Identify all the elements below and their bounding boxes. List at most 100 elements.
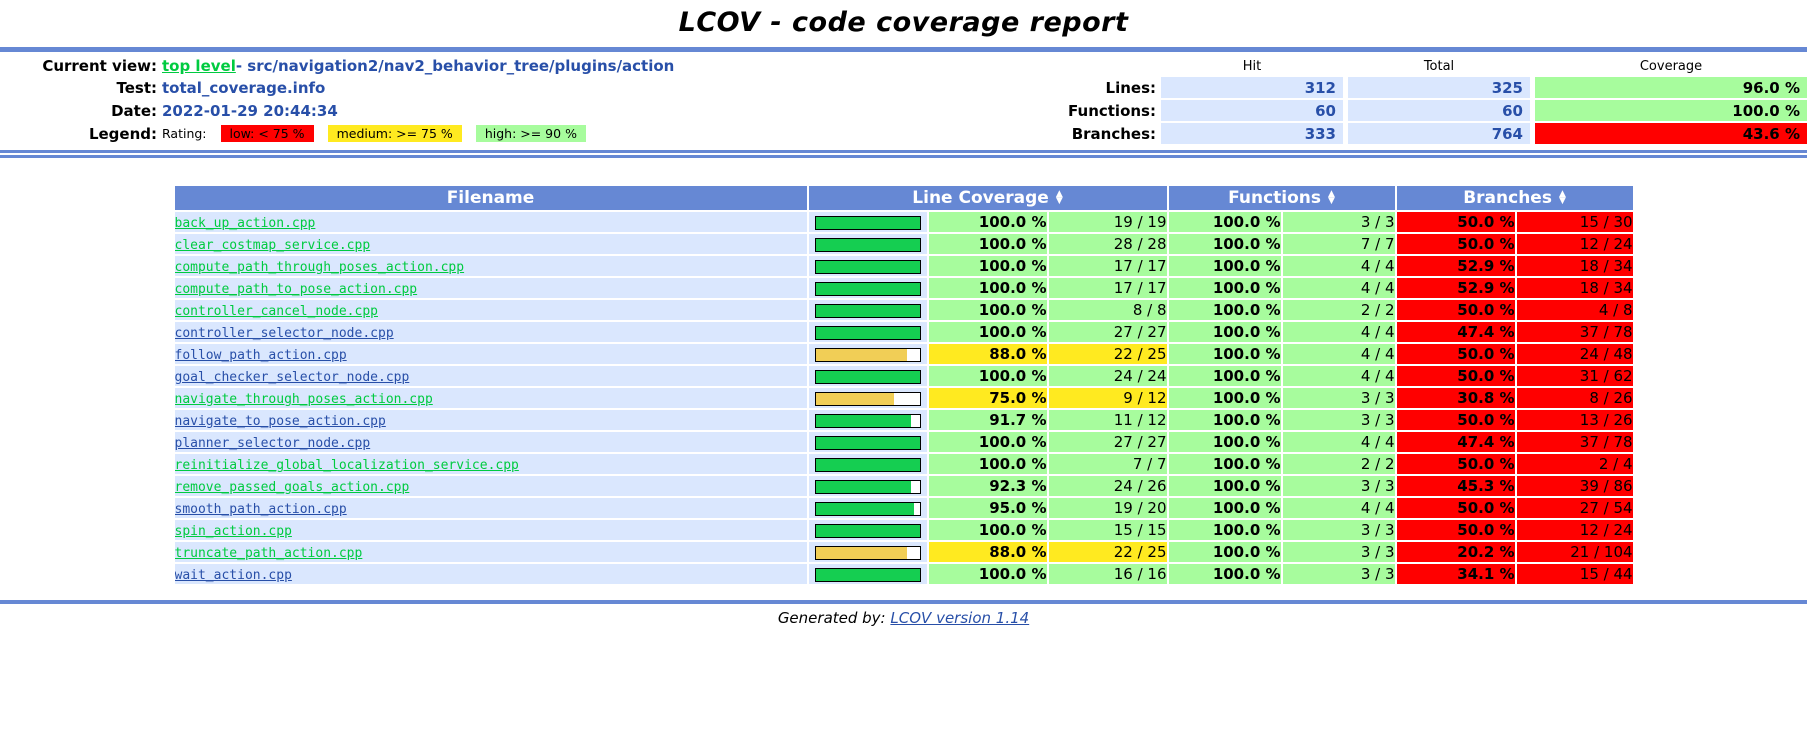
file-link[interactable]: clear_costmap_service.cpp: [174, 238, 371, 253]
coverage-bar-cell: [808, 322, 927, 342]
branch-pct-cell: 50.0 %: [1396, 300, 1515, 320]
table-row: controller_cancel_node.cpp 100.0 % 8 / 8…: [174, 300, 1633, 320]
func-pct-cell: 100.0 %: [1168, 498, 1281, 518]
func-ratio-cell: 4 / 4: [1282, 344, 1395, 364]
branch-ratio-cell: 31 / 62: [1516, 366, 1633, 386]
coverage-bar: [814, 215, 921, 230]
file-link[interactable]: planner_selector_node.cpp: [174, 436, 371, 451]
header-bottom-ruler: [0, 150, 1807, 158]
func-pct-cell: 100.0 %: [1168, 366, 1281, 386]
table-row: navigate_to_pose_action.cpp 91.7 % 11 / …: [174, 410, 1633, 430]
coverage-table-container: Filename Line Coverage ▲ ▼ Functions ▲ ▼ Bra…: [173, 184, 1635, 586]
line-pct-cell: 88.0 %: [928, 542, 1047, 562]
functions-stat-label: Functions:: [1068, 101, 1156, 120]
legend-rating-label: Rating:: [162, 126, 207, 141]
file-link[interactable]: navigate_to_pose_action.cpp: [174, 414, 386, 429]
func-pct-cell: 100.0 %: [1168, 432, 1281, 452]
func-ratio-cell: 7 / 7: [1282, 234, 1395, 254]
file-link[interactable]: compute_path_to_pose_action.cpp: [174, 282, 418, 297]
line-pct-cell: 100.0 %: [928, 300, 1047, 320]
file-link[interactable]: remove_passed_goals_action.cpp: [174, 480, 410, 495]
branch-ratio-cell: 39 / 86: [1516, 476, 1633, 496]
line-ratio-cell: 19 / 19: [1048, 212, 1167, 232]
coverage-bar-fill: [815, 436, 920, 449]
lcov-report-page: LCOV - code coverage report Current view…: [0, 7, 1807, 627]
test-label: Test:: [116, 78, 157, 97]
filename-cell: planner_selector_node.cpp: [174, 432, 807, 452]
coverage-bar-cell: [808, 212, 927, 232]
file-link[interactable]: wait_action.cpp: [174, 568, 292, 583]
stats-header-total: Total: [1423, 58, 1455, 74]
lcov-version-link[interactable]: LCOV version 1.14: [890, 609, 1030, 627]
file-link[interactable]: goal_checker_selector_node.cpp: [174, 370, 410, 385]
line-ratio-cell: 27 / 27: [1048, 432, 1167, 452]
coverage-bar-cell: [808, 366, 927, 386]
file-link[interactable]: reinitialize_global_localization_service…: [174, 458, 519, 473]
file-link[interactable]: back_up_action.cpp: [174, 216, 316, 231]
branches-coverage-value: 43.6 %: [1535, 123, 1807, 144]
footer: Generated by: LCOV version 1.14: [0, 609, 1807, 627]
functions-coverage-value: 100.0 %: [1535, 100, 1807, 121]
column-header-line-coverage[interactable]: Line Coverage ▲ ▼: [808, 186, 1167, 210]
filename-cell: goal_checker_selector_node.cpp: [174, 366, 807, 386]
file-link[interactable]: smooth_path_action.cpp: [174, 502, 347, 517]
line-pct-cell: 100.0 %: [928, 278, 1047, 298]
column-header-branches[interactable]: Branches ▲ ▼: [1396, 186, 1633, 210]
branch-pct-cell: 47.4 %: [1396, 432, 1515, 452]
coverage-bar-fill: [815, 326, 920, 339]
file-link[interactable]: navigate_through_poses_action.cpp: [174, 392, 433, 407]
branch-ratio-cell: 15 / 30: [1516, 212, 1633, 232]
file-link[interactable]: controller_selector_node.cpp: [174, 326, 394, 341]
table-row: spin_action.cpp 100.0 % 15 / 15 100.0 % …: [174, 520, 1633, 540]
line-ratio-cell: 17 / 17: [1048, 256, 1167, 276]
filename-cell: spin_action.cpp: [174, 520, 807, 540]
file-link[interactable]: spin_action.cpp: [174, 524, 292, 539]
coverage-bar-cell: [808, 388, 927, 408]
line-pct-cell: 100.0 %: [928, 256, 1047, 276]
coverage-bar-cell: [808, 476, 927, 496]
file-link[interactable]: compute_path_through_poses_action.cpp: [174, 260, 465, 275]
branch-ratio-cell: 4 / 8: [1516, 300, 1633, 320]
footer-ruler: [0, 600, 1807, 604]
line-pct-cell: 92.3 %: [928, 476, 1047, 496]
file-link[interactable]: controller_cancel_node.cpp: [174, 304, 379, 319]
branch-ratio-cell: 27 / 54: [1516, 498, 1633, 518]
top-level-link[interactable]: top level: [162, 57, 236, 75]
coverage-bar-fill: [815, 502, 915, 515]
func-ratio-cell: 3 / 3: [1282, 542, 1395, 562]
file-link[interactable]: truncate_path_action.cpp: [174, 546, 363, 561]
coverage-bar: [814, 479, 921, 494]
coverage-bar-fill: [815, 414, 911, 427]
branch-pct-cell: 30.8 %: [1396, 388, 1515, 408]
coverage-bar-fill: [815, 546, 908, 559]
func-pct-cell: 100.0 %: [1168, 542, 1281, 562]
filename-cell: navigate_to_pose_action.cpp: [174, 410, 807, 430]
func-ratio-cell: 4 / 4: [1282, 256, 1395, 276]
func-pct-cell: 100.0 %: [1168, 520, 1281, 540]
column-header-filename[interactable]: Filename: [174, 186, 807, 210]
table-row: reinitialize_global_localization_service…: [174, 454, 1633, 474]
stats-header-coverage: Coverage: [1639, 58, 1703, 74]
branch-pct-cell: 50.0 %: [1396, 454, 1515, 474]
coverage-bar: [814, 281, 921, 296]
coverage-bar-fill: [815, 304, 920, 317]
coverage-bar: [814, 435, 921, 450]
legend-label: Legend:: [88, 124, 157, 143]
func-ratio-cell: 4 / 4: [1282, 322, 1395, 342]
lines-hit-value: 312: [1161, 77, 1343, 98]
file-link[interactable]: follow_path_action.cpp: [174, 348, 347, 363]
table-row: clear_costmap_service.cpp 100.0 % 28 / 2…: [174, 234, 1633, 254]
func-ratio-cell: 4 / 4: [1282, 432, 1395, 452]
current-view-value: top level - src/navigation2/nav2_behavio…: [162, 57, 1028, 75]
branch-pct-cell: 20.2 %: [1396, 542, 1515, 562]
branch-pct-cell: 50.0 %: [1396, 366, 1515, 386]
filename-cell: compute_path_through_poses_action.cpp: [174, 256, 807, 276]
column-header-functions[interactable]: Functions ▲ ▼: [1168, 186, 1395, 210]
coverage-bar: [814, 391, 921, 406]
table-row: smooth_path_action.cpp 95.0 % 19 / 20 10…: [174, 498, 1633, 518]
line-ratio-cell: 24 / 26: [1048, 476, 1167, 496]
func-ratio-cell: 4 / 4: [1282, 366, 1395, 386]
coverage-bar: [814, 347, 921, 362]
line-ratio-cell: 9 / 12: [1048, 388, 1167, 408]
branch-pct-cell: 50.0 %: [1396, 410, 1515, 430]
